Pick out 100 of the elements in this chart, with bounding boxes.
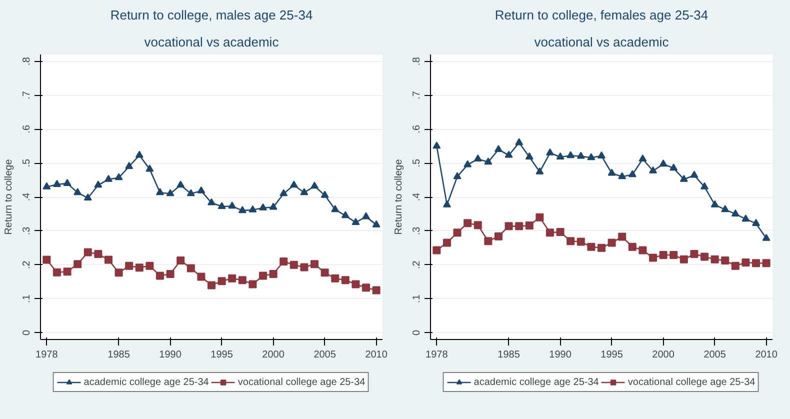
- point: [310, 260, 319, 268]
- point: [197, 272, 206, 281]
- point: [300, 188, 308, 196]
- point: [608, 238, 616, 247]
- point: [146, 262, 154, 270]
- point: [566, 237, 575, 246]
- legend-label: academic college age 25-34: [84, 376, 209, 388]
- point: [320, 190, 329, 198]
- point: [176, 180, 185, 188]
- point: [114, 268, 123, 277]
- point: [74, 188, 82, 196]
- x-tick-label: 1990: [549, 350, 572, 360]
- point: [63, 268, 72, 276]
- point: [464, 160, 472, 168]
- x-tick-label: 1995: [600, 350, 624, 360]
- point: [135, 150, 144, 158]
- y-tick-label: .2: [22, 260, 32, 270]
- point: [546, 228, 554, 237]
- point: [721, 256, 730, 264]
- point: [432, 142, 441, 149]
- point: [186, 264, 195, 272]
- chart-subtitle: vocational vs academic: [534, 34, 670, 50]
- point: [566, 151, 575, 158]
- point: [186, 189, 195, 196]
- point: [280, 189, 288, 196]
- point: [248, 205, 257, 212]
- point: [208, 281, 216, 290]
- point: [94, 250, 102, 258]
- point: [238, 206, 246, 214]
- point: [515, 138, 524, 146]
- y-tick-label: .2: [412, 260, 422, 270]
- point: [710, 200, 719, 208]
- point: [42, 256, 51, 264]
- point: [690, 170, 698, 178]
- legend-label: vocational college age 25-34: [628, 376, 756, 388]
- point: [290, 180, 298, 188]
- point: [494, 232, 502, 240]
- point: [598, 151, 606, 158]
- point: [372, 286, 380, 294]
- x-tick-label: 1978: [36, 350, 58, 360]
- point: [432, 246, 441, 254]
- x-tick-label: 2000: [262, 350, 285, 360]
- point: [464, 219, 472, 228]
- point: [680, 255, 688, 264]
- point: [484, 158, 492, 165]
- point: [352, 218, 360, 225]
- legend-label: academic college age 25-34: [474, 376, 599, 388]
- point: [731, 209, 740, 216]
- point: [63, 178, 72, 186]
- point: [504, 222, 513, 230]
- y-tick-label: 0: [22, 329, 32, 336]
- point: [228, 274, 236, 282]
- x-tick-label: 2000: [652, 350, 675, 360]
- point: [536, 213, 544, 222]
- point: [442, 238, 451, 247]
- point: [372, 220, 380, 228]
- point: [752, 259, 760, 268]
- y-tick-label: .8: [412, 56, 422, 66]
- point: [670, 164, 678, 171]
- legend-label: vocational college age 25-34: [238, 376, 366, 388]
- point: [690, 250, 698, 258]
- point: [146, 164, 154, 172]
- point: [320, 268, 329, 277]
- point: [494, 144, 502, 152]
- x-tick-label: 2005: [314, 350, 336, 360]
- point: [84, 193, 92, 201]
- point: [515, 222, 524, 230]
- y-tick-label: 0: [412, 329, 422, 336]
- point: [331, 274, 340, 282]
- point: [362, 212, 370, 220]
- point: [752, 218, 760, 226]
- point: [576, 238, 585, 246]
- point: [638, 246, 647, 254]
- point: [731, 262, 740, 270]
- point: [576, 152, 585, 159]
- chart-title: Return to college, males age 25-34: [110, 8, 313, 22]
- point: [114, 173, 123, 180]
- y-axis-title: Return to college: [4, 158, 14, 235]
- point: [125, 162, 134, 169]
- y-tick-label: .8: [22, 56, 32, 66]
- y-tick-label: .6: [412, 124, 422, 134]
- point: [94, 180, 102, 188]
- point: [166, 189, 174, 196]
- point: [504, 150, 513, 158]
- point: [280, 257, 288, 266]
- point: [104, 174, 112, 182]
- point: [598, 244, 606, 252]
- y-tick-label: .4: [412, 192, 422, 202]
- point: [218, 202, 226, 210]
- x-tick-label: 1990: [159, 350, 182, 360]
- y-tick-label: .1: [412, 294, 422, 303]
- y-tick-label: .7: [22, 90, 32, 100]
- point: [556, 228, 564, 236]
- point: [484, 237, 492, 246]
- point: [352, 280, 360, 288]
- y-axis-title: Return to college: [394, 158, 404, 235]
- point: [208, 198, 216, 206]
- point: [474, 154, 482, 162]
- point: [762, 259, 770, 268]
- point: [42, 182, 51, 190]
